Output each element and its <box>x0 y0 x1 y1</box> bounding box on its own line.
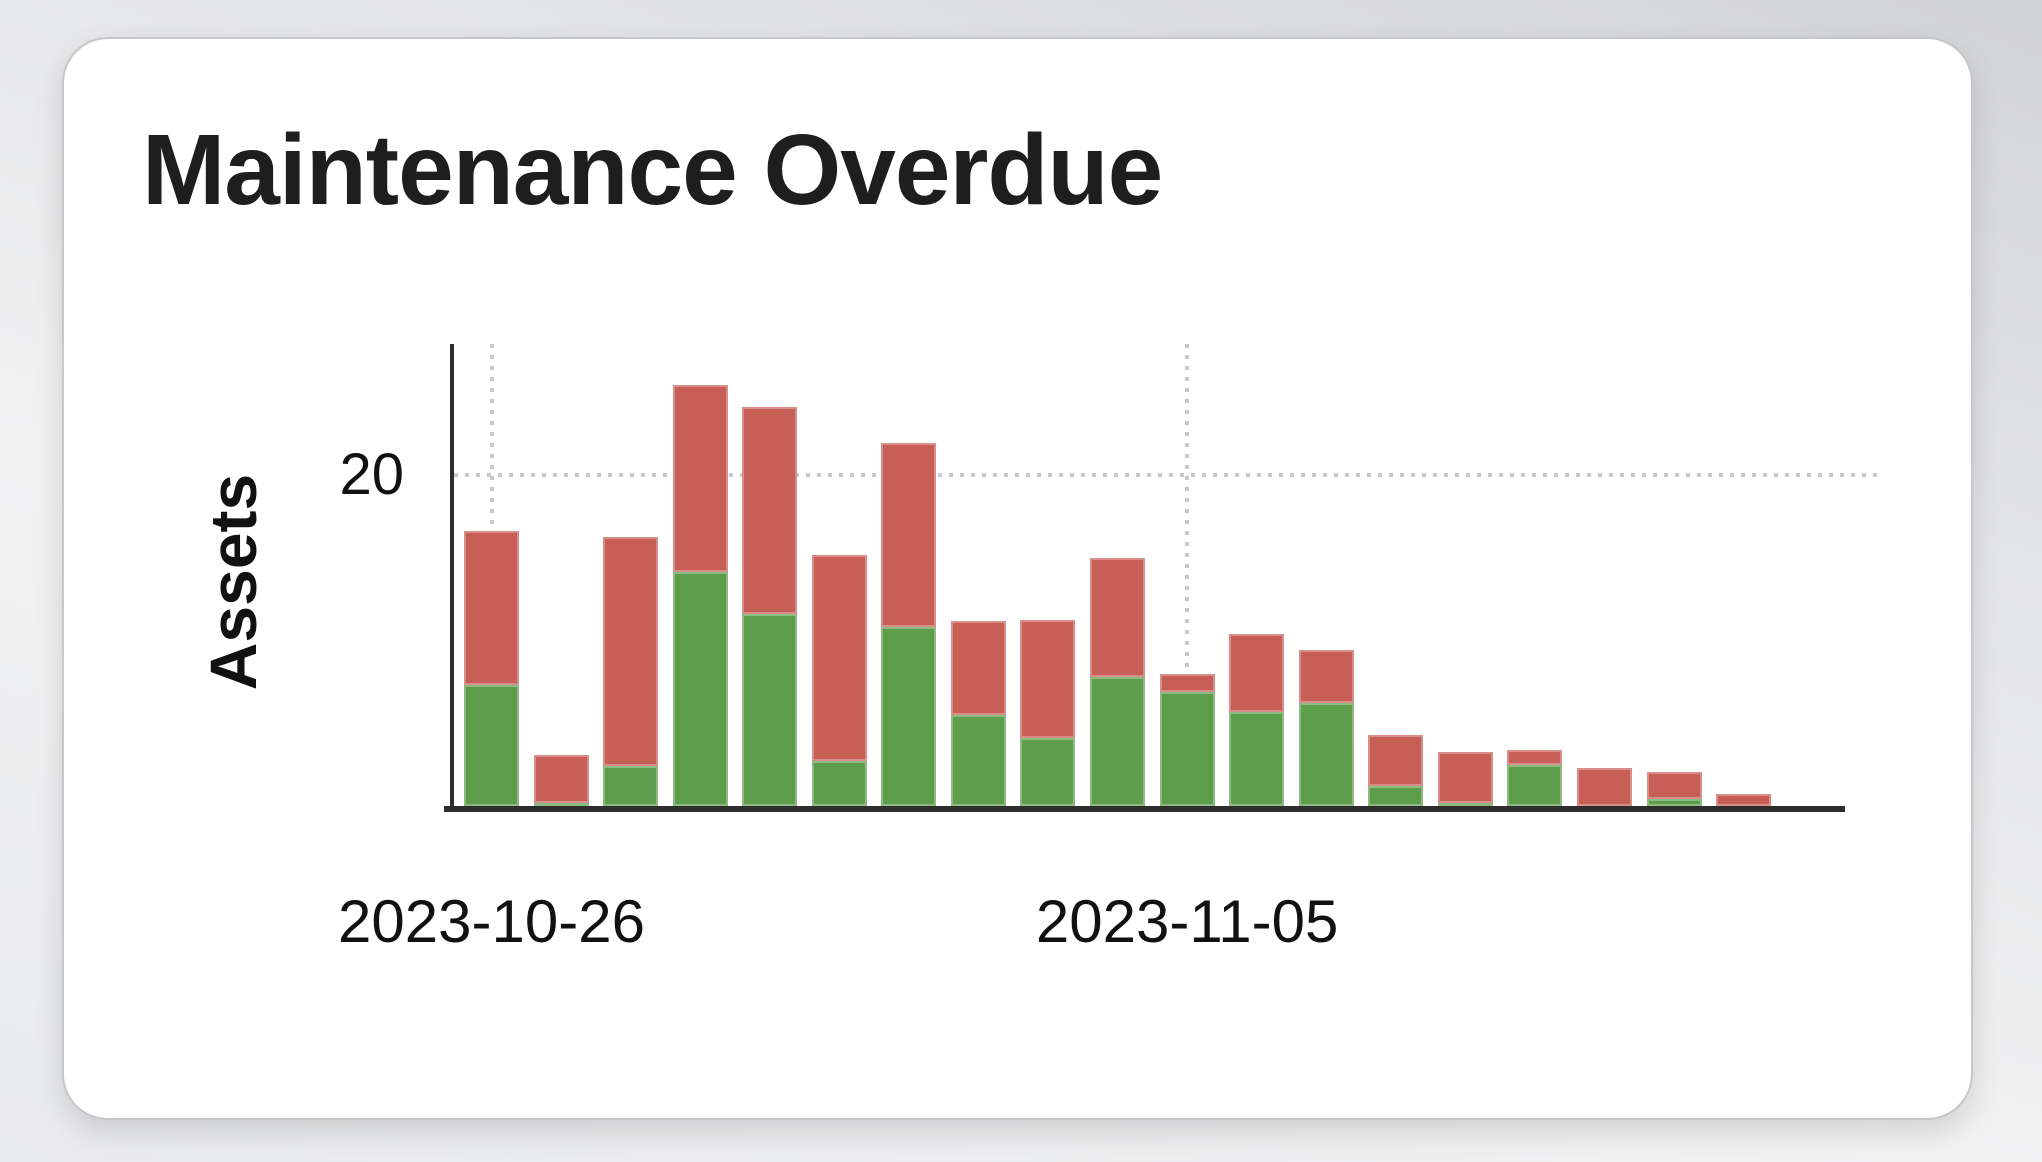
x-tick-label-2023-11-05: 2023-11-05 <box>1035 888 1339 955</box>
bar-segment-red-2023-11-02[interactable] <box>950 621 1006 715</box>
bar-segment-red-2023-11-11[interactable] <box>1576 768 1632 806</box>
bar-segment-red-2023-10-31[interactable] <box>811 555 867 761</box>
bar-2023-11-10[interactable] <box>1507 750 1563 806</box>
bar-segment-green-2023-10-29[interactable] <box>672 572 728 806</box>
x-tick-label-2023-10-26: 2023-10-26 <box>338 888 645 955</box>
bar-segment-green-2023-10-30[interactable] <box>742 614 798 806</box>
bar-2023-11-08[interactable] <box>1368 735 1424 806</box>
horizontal-gridline-20 <box>454 473 1882 477</box>
bar-segment-red-2023-11-01[interactable] <box>881 443 937 627</box>
bar-2023-11-02[interactable] <box>950 621 1006 806</box>
bar-segment-green-2023-10-31[interactable] <box>811 761 867 806</box>
bar-segment-green-2023-11-05[interactable] <box>1159 692 1215 806</box>
bar-segment-green-2023-11-01[interactable] <box>881 627 937 806</box>
bar-2023-11-05[interactable] <box>1159 674 1215 806</box>
bar-2023-11-12[interactable] <box>1646 772 1702 806</box>
bar-2023-10-30[interactable] <box>742 407 798 806</box>
bar-2023-11-03[interactable] <box>1020 620 1076 806</box>
bar-segment-green-2023-11-10[interactable] <box>1507 765 1563 806</box>
bar-segment-red-2023-11-09[interactable] <box>1437 752 1493 803</box>
bar-segment-red-2023-11-04[interactable] <box>1090 558 1146 677</box>
bar-2023-11-11[interactable] <box>1576 768 1632 806</box>
bar-2023-10-28[interactable] <box>603 537 659 806</box>
bar-segment-green-2023-11-03[interactable] <box>1020 738 1076 806</box>
bar-2023-11-04[interactable] <box>1090 558 1146 806</box>
bar-segment-red-2023-11-10[interactable] <box>1507 750 1563 765</box>
bar-segment-green-2023-10-27[interactable] <box>533 803 589 806</box>
vertical-gridline-2023-11-05 <box>1185 344 1190 806</box>
bar-segment-red-2023-11-06[interactable] <box>1229 634 1285 712</box>
bar-segment-red-2023-11-03[interactable] <box>1020 620 1076 738</box>
bar-segment-red-2023-10-27[interactable] <box>533 755 589 803</box>
bar-segment-green-2023-10-28[interactable] <box>603 766 659 806</box>
bar-segment-green-2023-11-02[interactable] <box>950 715 1006 806</box>
y-tick-label-20: 20 <box>339 442 404 507</box>
bar-segment-green-2023-11-08[interactable] <box>1368 786 1424 806</box>
bar-segment-green-2023-11-09[interactable] <box>1437 803 1493 806</box>
bar-2023-11-13[interactable] <box>1716 794 1772 806</box>
bar-segment-green-2023-11-04[interactable] <box>1090 677 1146 806</box>
bar-2023-10-31[interactable] <box>811 555 867 806</box>
bar-2023-11-01[interactable] <box>881 443 937 806</box>
bar-segment-red-2023-11-13[interactable] <box>1716 794 1772 806</box>
bar-segment-red-2023-10-29[interactable] <box>672 385 728 572</box>
bar-segment-red-2023-10-26[interactable] <box>464 531 519 685</box>
bar-segment-green-2023-11-07[interactable] <box>1298 703 1354 806</box>
x-axis-line <box>444 806 1845 812</box>
bar-segment-red-2023-11-12[interactable] <box>1646 772 1702 799</box>
bar-segment-red-2023-11-05[interactable] <box>1159 674 1215 692</box>
bar-segment-green-2023-10-26[interactable] <box>464 685 519 806</box>
maintenance-overdue-card: Maintenance Overdue Assets 20 2023-10-26… <box>62 37 1973 1120</box>
bar-segment-red-2023-11-07[interactable] <box>1298 650 1354 703</box>
bar-2023-11-09[interactable] <box>1437 752 1493 806</box>
card-title: Maintenance Overdue <box>142 114 1163 226</box>
bar-segment-red-2023-11-08[interactable] <box>1368 735 1424 786</box>
maintenance-overdue-chart: Assets 20 2023-10-26 2023-11-05 <box>64 39 1971 1118</box>
y-axis-line <box>450 344 454 812</box>
bar-segment-red-2023-10-30[interactable] <box>742 407 798 614</box>
bar-segment-green-2023-11-06[interactable] <box>1229 712 1285 806</box>
bar-2023-10-27[interactable] <box>533 755 589 806</box>
bar-segment-red-2023-10-28[interactable] <box>603 537 659 766</box>
bars-layer <box>64 39 1971 1118</box>
bar-2023-11-07[interactable] <box>1298 650 1354 806</box>
bar-segment-green-2023-11-12[interactable] <box>1646 799 1702 806</box>
bar-2023-10-29[interactable] <box>672 385 728 806</box>
bar-2023-11-06[interactable] <box>1229 634 1285 806</box>
bar-2023-10-26[interactable] <box>464 531 519 806</box>
